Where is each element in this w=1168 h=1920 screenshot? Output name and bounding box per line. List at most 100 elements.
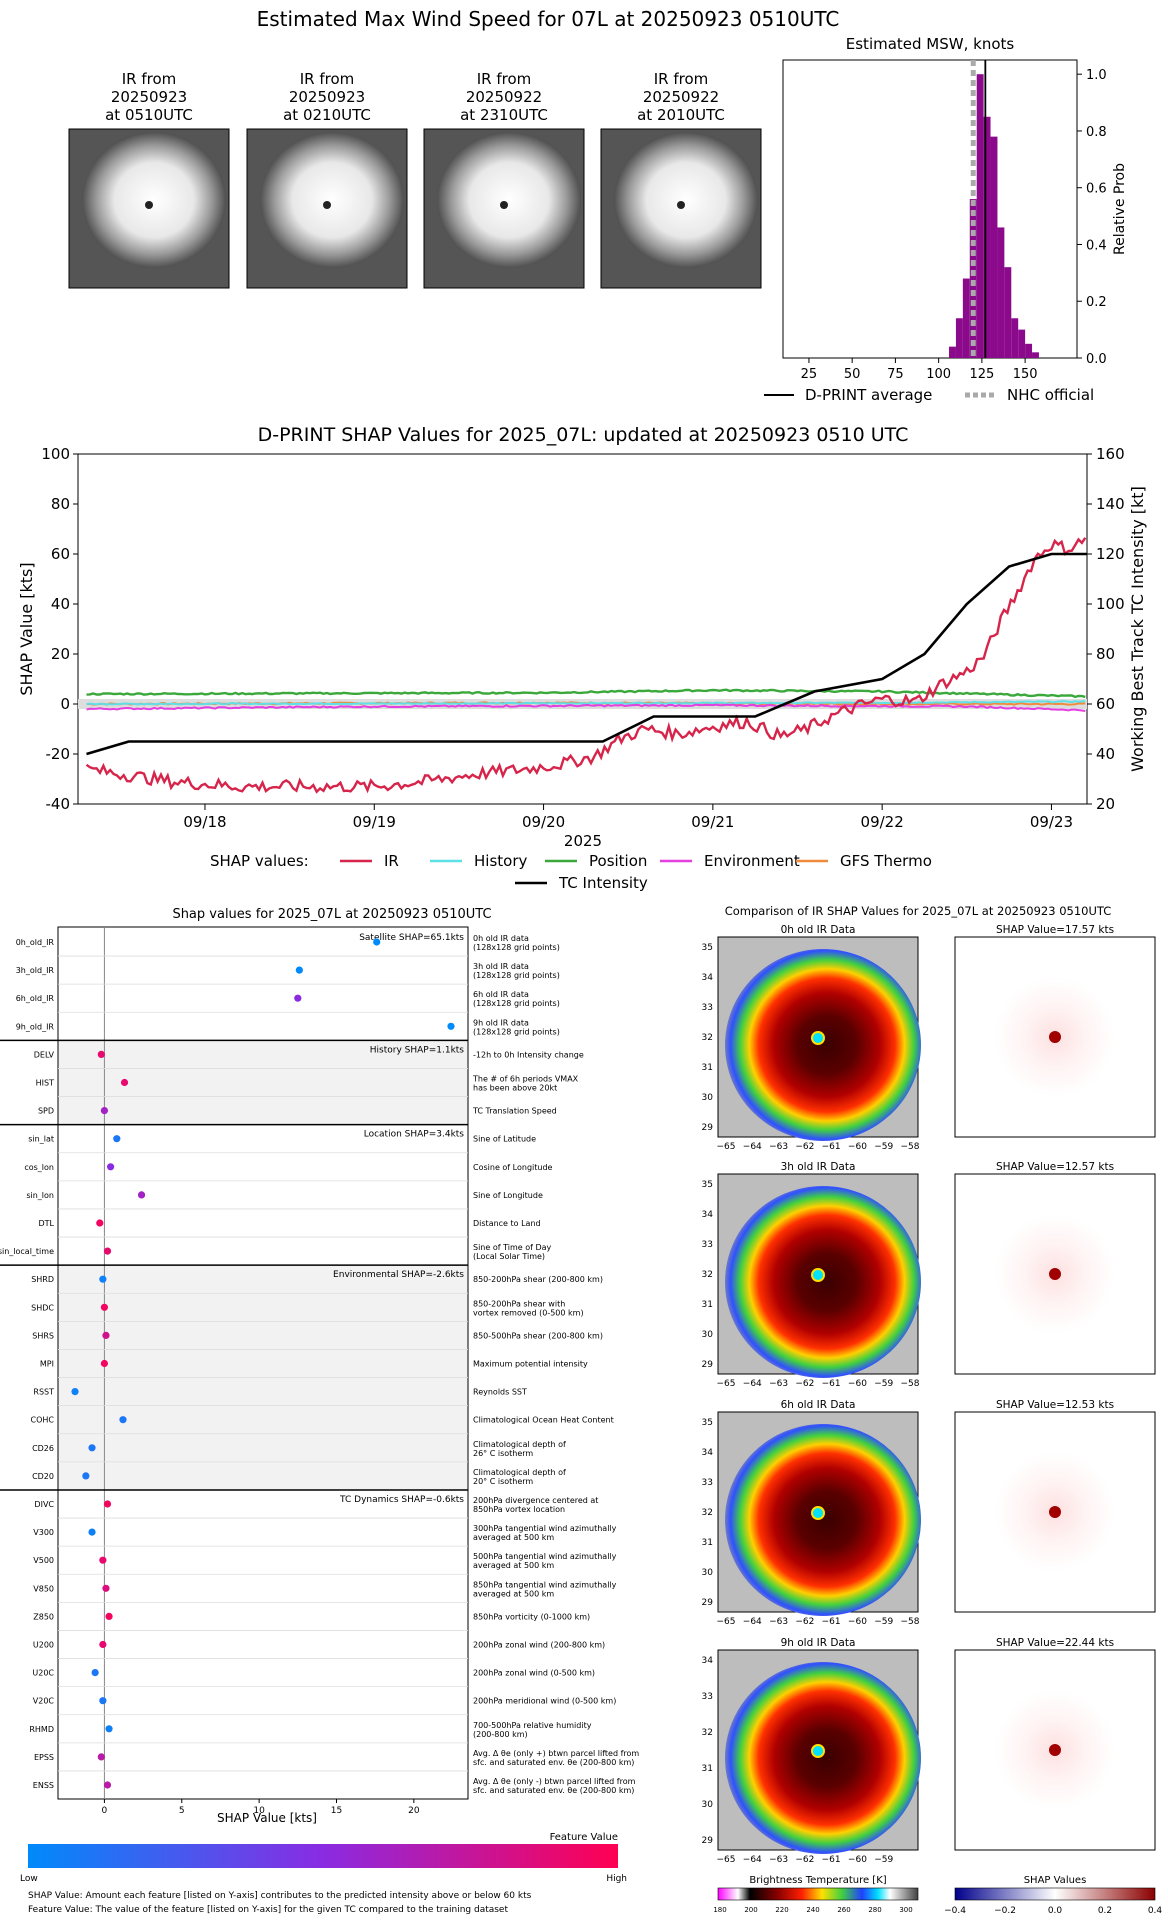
feature-desc: Sine of Time of Day (Local Solar Time) [473,1243,552,1261]
legend-dprint-label: D-PRINT average [805,386,932,404]
ir-ytick-label: 35 [702,1418,713,1428]
feature-name: 9h_old_IR [16,1022,55,1031]
feature-desc: Cosine of Longitude [473,1163,553,1172]
timeseries-y2tick-label: 80 [1096,645,1115,663]
ir-xtick-label: −60 [848,1142,867,1152]
shap-core [1049,1506,1061,1518]
group-title: TC Dynamics SHAP=-0.6kts [339,1495,464,1505]
feature-name: HIST [36,1079,54,1088]
ir-xtick-label: −58 [901,1142,920,1152]
timeseries-legend-label: Environment [704,852,800,870]
ir-ytick-label: 33 [702,1240,713,1250]
thumb-caption-line: 20250922 [643,88,719,106]
feature-desc-line: 26° C isotherm [473,1449,533,1458]
shap-core [1049,1031,1061,1043]
timeseries-ylabel: SHAP Value [kts] [17,562,36,695]
feature-desc-line: Maximum potential intensity [473,1360,588,1369]
feature-desc: Reynolds SST [473,1388,527,1397]
timeseries-ytick-label: 80 [51,495,70,513]
feature-dot [71,1388,79,1396]
feature-desc-line: 200hPa meridional wind (0-500 km) [473,1697,616,1706]
feature-desc-line: 0h old IR data [473,934,529,943]
timeseries-xtick-label: 09/23 [1030,813,1073,831]
feature-name: RSST [33,1388,54,1397]
timeseries-y2tick-label: 60 [1096,695,1115,713]
timeseries-legend-label: History [474,852,527,870]
timeseries-ytick-label: -40 [46,795,71,813]
legend-nhc-label: NHC official [1007,386,1094,404]
feature-name: 6h_old_IR [16,994,55,1003]
feature-desc-line: Distance to Land [473,1219,541,1228]
feature-name: V300 [33,1528,54,1537]
ir-xtick-label: −59 [874,1617,893,1627]
histogram-bar [1025,343,1033,358]
feature-desc-line: (128x128 grid points) [473,971,560,980]
feature-desc-line: 850-500hPa shear (200-800 km) [473,1331,603,1340]
feature-desc-line: 200hPa zonal wind (200-800 km) [473,1641,605,1650]
ir-storm [725,1662,921,1854]
feature-desc-line: has been above 20kt [473,1084,557,1093]
histogram-ytick-label: 1.0 [1086,68,1107,83]
histogram-frame [782,59,1078,359]
thumb-caption-line: 20250923 [111,88,187,106]
ir-xtick-label: −65 [717,1142,736,1152]
timeseries-xtick-label: 09/19 [353,813,396,831]
feature-name: SPD [38,1107,54,1116]
ir-panel-title: 6h old IR Data [781,1399,856,1411]
feature-name: RHMD [29,1725,54,1734]
feature-dot [294,994,302,1002]
feature-desc-line: 9h old IR data [473,1018,529,1027]
thumb-caption-line: IR from [654,70,709,88]
feature-desc-line: averaged at 500 km [473,1561,554,1570]
ir-storm [725,1424,921,1616]
thumb-cloud [437,132,581,268]
feature-desc-line: Climatological depth of [473,1468,566,1477]
feature-desc: The # of 6h periods VMAX has been above 2… [472,1075,579,1093]
timeseries-xtick-label: 09/22 [861,813,904,831]
feature-dot [91,1669,99,1677]
histogram-bar [983,116,991,358]
feature-name: DIVC [34,1500,54,1509]
ir-xtick-label: −64 [743,1379,762,1389]
ir-xtick-label: −64 [743,1855,762,1865]
feature-desc-line: 200hPa divergence centered at [473,1496,598,1505]
feature-name: EPSS [34,1753,54,1762]
feature-desc-line: 300hPa tangential wind azimuthally [473,1524,617,1533]
ir-xtick-label: −59 [874,1379,893,1389]
feature-desc-line: 850hPa tangential wind azimuthally [473,1580,617,1589]
feature-name: SHDC [31,1303,54,1312]
feature-name: DTL [38,1219,54,1228]
msw-histogram: Estimated MSW, knots 25 50 75 100 125 150 0.0… [764,35,1128,404]
histogram-ytick-label: 0.2 [1086,295,1107,310]
histogram-bar [1018,329,1026,358]
beeswarm-xtick-label: 5 [179,1806,185,1816]
thumb-eye [677,201,685,209]
histogram-bar [962,278,970,358]
feature-desc: 850hPa tangential wind azimuthally averag… [473,1580,617,1598]
timeseries-ytick-label: -20 [46,745,71,763]
ir-xtick-label: −61 [822,1855,841,1865]
feature-dot [88,1444,96,1452]
timeseries-y2tick-label: 40 [1096,745,1115,763]
feature-desc: Climatological depth of 26° C isotherm [473,1440,566,1458]
timeseries-xtick-label: 09/21 [691,813,734,831]
feature-dot [99,1275,107,1283]
feature-desc-line: 850hPa vorticity (0-1000 km) [473,1612,590,1621]
ir-xtick-label: −61 [822,1142,841,1152]
shap-beeswarm: Shap values for 2025_07L at 20250923 051… [0,907,639,1915]
timeseries-ylabel2: Working Best Track TC Intensity [kt] [1128,486,1147,772]
ir-panel-title: 9h old IR Data [781,1637,856,1649]
feature-desc-line: Sine of Latitude [473,1135,536,1144]
timeseries-xtick-label: 09/18 [183,813,226,831]
ir-xtick-label: −62 [795,1142,814,1152]
feature-desc: 200hPa zonal wind (0-500 km) [473,1669,595,1678]
footnote-feature: Feature Value: The value of the feature … [28,1905,508,1915]
feature-dot [105,1612,113,1620]
thumb-caption-line: IR from [300,70,355,88]
histogram-bar [949,346,956,358]
feature-desc-line: sfc. and saturated env. θe (200-800 km) [473,1758,634,1767]
ir-xtick-label: −58 [901,1617,920,1627]
shap-core [1049,1268,1061,1280]
ir-ytick-label: 34 [702,1656,714,1666]
beeswarm-xtick-label: 0 [102,1806,108,1816]
